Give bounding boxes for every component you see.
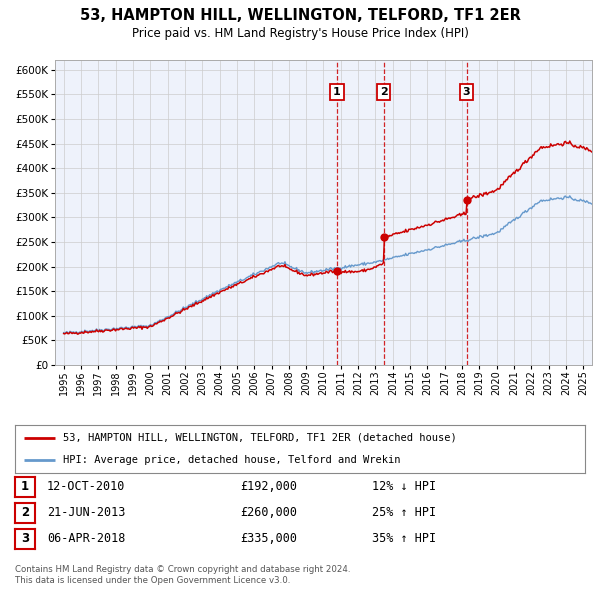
Text: 06-APR-2018: 06-APR-2018 xyxy=(47,533,125,546)
Text: £260,000: £260,000 xyxy=(240,506,297,520)
Text: 53, HAMPTON HILL, WELLINGTON, TELFORD, TF1 2ER: 53, HAMPTON HILL, WELLINGTON, TELFORD, T… xyxy=(80,8,520,22)
Text: HPI: Average price, detached house, Telford and Wrekin: HPI: Average price, detached house, Telf… xyxy=(64,455,401,465)
Text: 35% ↑ HPI: 35% ↑ HPI xyxy=(372,533,436,546)
Text: 21-JUN-2013: 21-JUN-2013 xyxy=(47,506,125,520)
Text: 3: 3 xyxy=(21,533,29,546)
Text: 1: 1 xyxy=(21,480,29,493)
Text: 12% ↓ HPI: 12% ↓ HPI xyxy=(372,480,436,493)
Text: 3: 3 xyxy=(463,87,470,97)
Text: 53, HAMPTON HILL, WELLINGTON, TELFORD, TF1 2ER (detached house): 53, HAMPTON HILL, WELLINGTON, TELFORD, T… xyxy=(64,433,457,443)
Text: 12-OCT-2010: 12-OCT-2010 xyxy=(47,480,125,493)
Text: 2: 2 xyxy=(380,87,388,97)
Text: Price paid vs. HM Land Registry's House Price Index (HPI): Price paid vs. HM Land Registry's House … xyxy=(131,27,469,40)
Text: £335,000: £335,000 xyxy=(240,533,297,546)
Text: 25% ↑ HPI: 25% ↑ HPI xyxy=(372,506,436,520)
Text: 2: 2 xyxy=(21,506,29,520)
Text: 1: 1 xyxy=(333,87,341,97)
Text: Contains HM Land Registry data © Crown copyright and database right 2024.
This d: Contains HM Land Registry data © Crown c… xyxy=(15,565,350,585)
Text: £192,000: £192,000 xyxy=(240,480,297,493)
